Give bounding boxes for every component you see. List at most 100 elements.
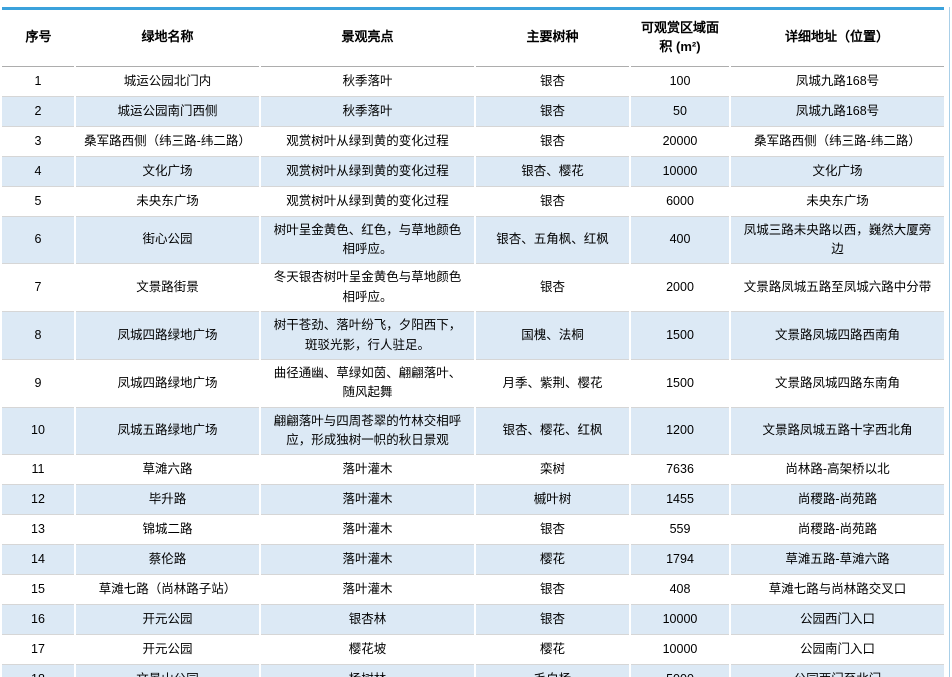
table-row: 15 草滩七路（尚林路子站） 落叶灌木 银杏 408 草滩七路与尚林路交叉口 <box>2 574 944 605</box>
table-row: 1 城运公园北门内 秋季落叶 银杏 100 凤城九路168号 <box>2 66 944 97</box>
table-row: 8 凤城四路绿地广场 树干苍劲、落叶纷飞，夕阳西下，斑驳光影，行人驻足。 国槐、法桐 1… <box>2 311 944 360</box>
table-cell-address: 凤城三路未央路以西，巍然大厦旁边 <box>729 215 944 264</box>
table-cell-area: 100 <box>629 66 731 97</box>
table-header: 序号 绿地名称 景观亮点 主要树种 可观赏区域面积 (m²) 详细地址（位置） <box>2 8 944 67</box>
table-row: 5 未央东广场 观赏树叶从绿到黄的变化过程 银杏 6000 未央东广场 <box>2 185 944 217</box>
table-cell-area: 1455 <box>629 484 731 515</box>
table-cell-address: 文景路凤城四路西南角 <box>729 311 944 360</box>
table-row: 4 文化广场 观赏树叶从绿到黄的变化过程 银杏、樱花 10000 文化广场 <box>2 155 944 187</box>
table-cell-species: 樱花 <box>474 544 631 575</box>
table-cell-area: 10000 <box>629 604 731 635</box>
table-cell-area: 50 <box>629 95 731 127</box>
table-cell-index: 18 <box>2 664 76 677</box>
col-header-species: 主要树种 <box>475 8 630 67</box>
table-cell-species: 银杏、樱花、红枫 <box>474 406 631 455</box>
col-header-address: 详细地址（位置） <box>730 8 944 67</box>
table-cell-highlight: 冬天银杏树叶呈金黄色与草地颜色相呼应。 <box>259 263 476 312</box>
col-header-area: 可观赏区域面积 (m²) <box>630 8 730 67</box>
table-cell-address: 草滩七路与尚林路交叉口 <box>729 574 944 605</box>
table-cell-index: 11 <box>2 454 76 485</box>
table-cell-name: 毕升路 <box>74 484 261 515</box>
table-cell-index: 3 <box>2 125 76 157</box>
table-cell-name: 城运公园北门内 <box>74 66 261 97</box>
table-cell-area: 7636 <box>629 454 731 485</box>
col-header-index: 序号 <box>2 8 75 67</box>
table-cell-highlight: 银杏林 <box>259 604 476 635</box>
table-cell-highlight: 秋季落叶 <box>259 66 476 97</box>
table-cell-index: 7 <box>2 263 76 312</box>
table-cell-address: 公园西门至北门 <box>729 664 944 677</box>
table-cell-area: 559 <box>629 514 731 545</box>
table-cell-species: 槭叶树 <box>474 484 631 515</box>
table-cell-name: 开元公园 <box>74 604 261 635</box>
table-cell-species: 银杏 <box>474 185 631 217</box>
table-cell-area: 1200 <box>629 406 731 455</box>
col-header-name: 绿地名称 <box>75 8 260 67</box>
table-row: 12 毕升路 落叶灌木 槭叶树 1455 尚稷路-尚苑路 <box>2 484 944 515</box>
table-cell-species: 银杏 <box>474 263 631 312</box>
table-row: 3 桑军路西侧（纬三路-纬二路） 观赏树叶从绿到黄的变化过程 银杏 20000 桑军路西侧… <box>2 125 944 157</box>
table-cell-area: 10000 <box>629 634 731 665</box>
table-cell-name: 凤城五路绿地广场 <box>74 406 261 455</box>
table-cell-highlight: 观赏树叶从绿到黄的变化过程 <box>259 125 476 157</box>
table-cell-name: 开元公园 <box>74 634 261 665</box>
table-cell-highlight: 树叶呈金黄色、红色，与草地颜色相呼应。 <box>259 215 476 264</box>
table-row: 6 街心公园 树叶呈金黄色、红色，与草地颜色相呼应。 银杏、五角枫、红枫 400 凤城三路… <box>2 215 944 264</box>
table-cell-area: 20000 <box>629 125 731 157</box>
table-cell-area: 5000 <box>629 664 731 677</box>
table-cell-highlight: 落叶灌木 <box>259 484 476 515</box>
table-cell-highlight: 观赏树叶从绿到黄的变化过程 <box>259 185 476 217</box>
table-cell-area: 408 <box>629 574 731 605</box>
table-cell-name: 文景路街景 <box>74 263 261 312</box>
table-cell-index: 13 <box>2 514 76 545</box>
col-header-highlight: 景观亮点 <box>260 8 475 67</box>
right-edge-divider <box>949 7 950 677</box>
table-cell-name: 城运公园南门西侧 <box>74 95 261 127</box>
table-row: 18文景山公园杨树林毛白杨5000公园西门至北门 <box>2 664 944 677</box>
table-row: 11 草滩六路 落叶灌木 栾树 7636 尚林路-高架桥以北 <box>2 454 944 485</box>
table-cell-address: 桑军路西侧（纬三路-纬二路） <box>729 125 944 157</box>
table-cell-highlight: 落叶灌木 <box>259 514 476 545</box>
table-cell-name: 蔡伦路 <box>74 544 261 575</box>
table-cell-name: 街心公园 <box>74 215 261 264</box>
table-cell-index: 14 <box>2 544 76 575</box>
table-cell-highlight: 樱花坡 <box>259 634 476 665</box>
table-cell-highlight: 曲径通幽、草绿如茵、翩翩落叶、随风起舞 <box>259 358 476 408</box>
table-cell-highlight: 落叶灌木 <box>259 454 476 485</box>
table-cell-address: 文景路凤城四路东南角 <box>729 358 944 408</box>
table-cell-name: 草滩六路 <box>74 454 261 485</box>
table-row: 9 凤城四路绿地广场 曲径通幽、草绿如茵、翩翩落叶、随风起舞 月季、紫荆、樱花 1500… <box>2 358 944 408</box>
table-cell-highlight: 秋季落叶 <box>259 95 476 127</box>
page: 序号 绿地名称 景观亮点 主要树种 可观赏区域面积 (m²) 详细地址（位置） … <box>0 7 952 677</box>
table-cell-species: 毛白杨 <box>474 664 631 677</box>
table-cell-area: 400 <box>629 215 731 264</box>
table-cell-name: 凤城四路绿地广场 <box>74 358 261 408</box>
table-cell-highlight: 观赏树叶从绿到黄的变化过程 <box>259 155 476 187</box>
table-cell-index: 8 <box>2 311 76 360</box>
table-cell-index: 17 <box>2 634 76 665</box>
table-row: 2 城运公园南门西侧 秋季落叶 银杏 50 凤城九路168号 <box>2 95 944 127</box>
table-cell-index: 2 <box>2 95 76 127</box>
table-row: 7 文景路街景 冬天银杏树叶呈金黄色与草地颜色相呼应。 银杏 2000 文景路凤城五路至凤… <box>2 263 944 312</box>
table-row: 16 开元公园 银杏林 银杏 10000 公园西门入口 <box>2 604 944 635</box>
table-cell-index: 4 <box>2 155 76 187</box>
table-cell-address: 文景路凤城五路十字西北角 <box>729 406 944 455</box>
table-cell-species: 银杏 <box>474 125 631 157</box>
table-cell-name: 文化广场 <box>74 155 261 187</box>
table-cell-species: 银杏 <box>474 604 631 635</box>
table-cell-name: 文景山公园 <box>74 664 261 677</box>
table-cell-address: 草滩五路-草滩六路 <box>729 544 944 575</box>
table-cell-highlight: 落叶灌木 <box>259 574 476 605</box>
table-cell-index: 1 <box>2 66 76 97</box>
table-row: 17 开元公园 樱花坡 樱花 10000 公园南门入口 <box>2 634 944 665</box>
table-cell-species: 银杏 <box>474 66 631 97</box>
table-cell-address: 文景路凤城五路至凤城六路中分带 <box>729 263 944 312</box>
table-cell-species: 银杏 <box>474 574 631 605</box>
table-cell-area: 2000 <box>629 263 731 312</box>
table-cell-index: 12 <box>2 484 76 515</box>
table-cell-address: 凤城九路168号 <box>729 66 944 97</box>
table-row: 14 蔡伦路 落叶灌木 樱花 1794 草滩五路-草滩六路 <box>2 544 944 575</box>
table-cell-index: 9 <box>2 358 76 408</box>
table-cell-address: 凤城九路168号 <box>729 95 944 127</box>
table-row: 10 凤城五路绿地广场 翩翩落叶与四周苍翠的竹林交相呼应，形成独树一帜的秋日景观 银杏… <box>2 406 944 455</box>
